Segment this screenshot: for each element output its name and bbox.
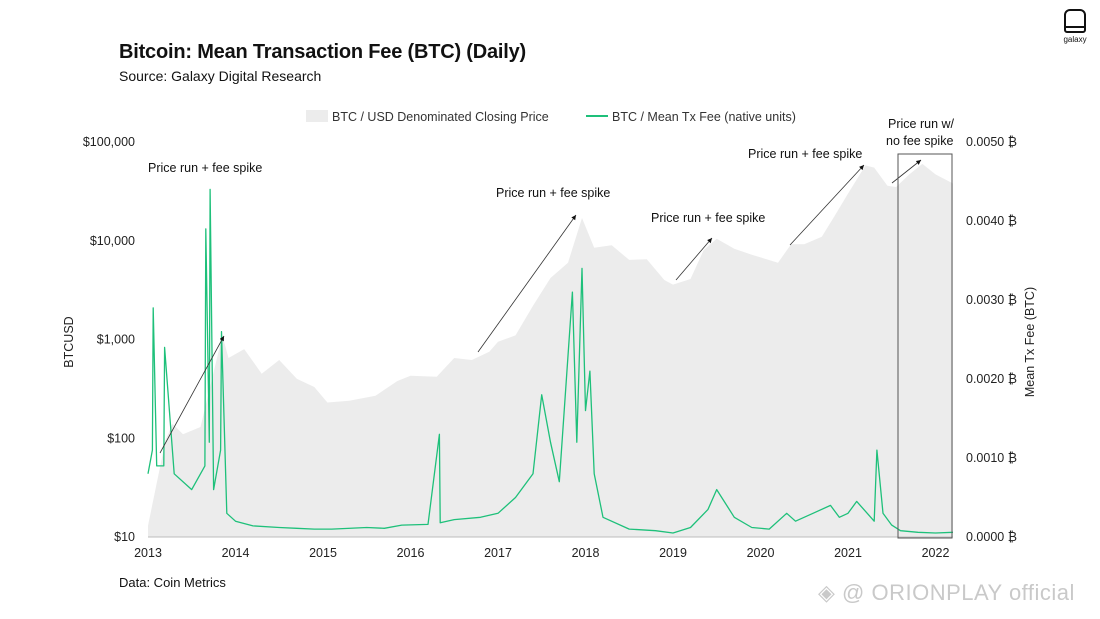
annotation-arrow [789, 164, 865, 246]
annotation-label: Price run + fee spike [651, 211, 765, 225]
right-y-axis: 0.0000 ₿ 0.0010 ₿ 0.0020 ₿ 0.0030 ₿ 0.0040 ₿… [966, 135, 1017, 544]
x-tick-label: 2021 [834, 546, 862, 560]
y-left-tick-label: $100,000 [83, 135, 135, 149]
x-tick-label: 2015 [309, 546, 337, 560]
legend-swatch-price [306, 110, 328, 122]
galaxy-logo-icon: galaxy [1060, 9, 1090, 44]
y-right-tick-label: 0.0040 ₿ [966, 214, 1017, 228]
x-axis: 2013 2014 2015 2016 2017 2018 2019 2020 2021 2022 [134, 546, 949, 560]
y-left-tick-label: $100 [107, 431, 135, 445]
y-left-tick-label: $1,000 [97, 333, 135, 347]
logo-mark [1064, 9, 1086, 33]
y-left-tick-label: $10 [114, 530, 135, 544]
x-tick-label: 2022 [922, 546, 950, 560]
y-axis-label-left: BTCUSD [62, 316, 76, 367]
annotation-label: Price run + fee spike [496, 186, 610, 200]
x-tick-label: 2020 [747, 546, 775, 560]
x-tick-label: 2019 [659, 546, 687, 560]
y-right-tick-label: 0.0030 ₿ [966, 293, 1017, 307]
price-area-layer [148, 163, 953, 537]
annotation-arrow [159, 335, 225, 454]
y-right-tick-label: 0.0010 ₿ [966, 451, 1017, 465]
y-right-tick-label: 0.0050 ₿ [966, 135, 1017, 149]
y-right-tick-label: 0.0020 ₿ [966, 372, 1017, 386]
highlight-box [897, 153, 953, 539]
legend: BTC / USD Denominated Closing Price BTC /… [306, 110, 796, 124]
fee-line [147, 188, 954, 534]
x-tick-label: 2016 [397, 546, 425, 560]
legend-label-price: BTC / USD Denominated Closing Price [332, 110, 549, 124]
annotation-arrow [477, 214, 577, 353]
watermark: ◈ @ ORIONPLAY official [818, 580, 1075, 606]
annotation-label: no fee spike [886, 134, 953, 148]
logo-text: galaxy [1063, 35, 1087, 44]
y-right-tick-label: 0.0000 ₿ [966, 530, 1017, 544]
x-tick-label: 2013 [134, 546, 162, 560]
data-source-note: Data: Coin Metrics [119, 575, 226, 590]
diamond-logo-icon: ◈ [818, 580, 836, 605]
watermark-text: @ ORIONPLAY official [842, 580, 1075, 605]
x-tick-label: 2017 [484, 546, 512, 560]
left-y-axis: $10 $100 $1,000 $10,000 $100,000 [83, 135, 135, 544]
chart-title: Bitcoin: Mean Transaction Fee (BTC) (Dai… [119, 41, 527, 63]
annotation-label: Price run + fee spike [148, 161, 262, 175]
chart-subtitle: Source: Galaxy Digital Research [119, 68, 322, 84]
annotation-label: Price run + fee spike [748, 147, 862, 161]
annotation-arrow [675, 237, 713, 281]
x-tick-label: 2014 [222, 546, 250, 560]
legend-label-fee: BTC / Mean Tx Fee (native units) [612, 110, 796, 124]
fee-line-layer [147, 188, 954, 534]
y-left-tick-label: $10,000 [90, 234, 135, 248]
annotation-arrow [891, 159, 922, 184]
annotation-label: Price run w/ [888, 117, 955, 131]
y-axis-label-right: Mean Tx Fee (BTC) [1023, 287, 1037, 397]
x-tick-label: 2018 [572, 546, 600, 560]
price-area [148, 163, 953, 537]
annotations: Price run + fee spike Price run + fee spi… [148, 117, 955, 539]
